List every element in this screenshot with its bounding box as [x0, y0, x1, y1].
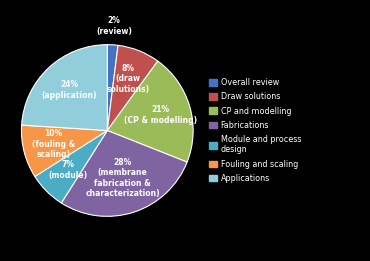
Text: 2%
(review): 2% (review)	[96, 16, 132, 36]
Wedge shape	[107, 61, 193, 162]
Wedge shape	[107, 45, 118, 130]
Wedge shape	[21, 125, 107, 176]
Text: 10%
(fouling &
scaling): 10% (fouling & scaling)	[31, 129, 75, 159]
Text: 8%
(draw
solutions): 8% (draw solutions)	[106, 64, 149, 93]
Wedge shape	[107, 45, 158, 130]
Text: 21%
(CP & modelling): 21% (CP & modelling)	[124, 105, 198, 125]
Wedge shape	[21, 45, 107, 130]
Text: 28%
(membrane
fabrication &
characterization): 28% (membrane fabrication & characteriza…	[85, 158, 160, 198]
Wedge shape	[61, 130, 187, 216]
Text: 7%
(module): 7% (module)	[48, 160, 87, 180]
Wedge shape	[35, 130, 107, 203]
Legend: Overall review, Draw solutions, CP and modelling, Fabrications, Module and proce: Overall review, Draw solutions, CP and m…	[207, 76, 303, 185]
Text: 24%
(application): 24% (application)	[41, 80, 97, 99]
